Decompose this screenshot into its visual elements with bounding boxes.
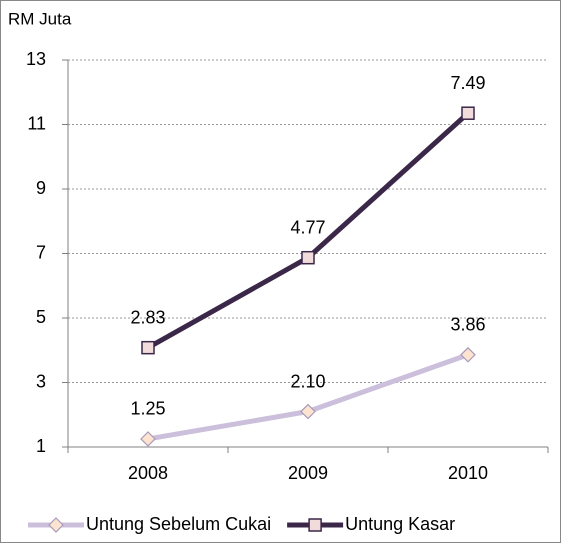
point [140,431,156,447]
point [141,340,155,355]
y-tick-label: 3 [36,371,46,391]
legend-label: Untung Kasar [345,514,455,534]
data-label: 3.86 [450,315,485,335]
data-label: 2.10 [290,371,325,391]
data-label: 2.83 [130,307,165,327]
data-label: 1.25 [130,399,165,419]
y-tick-label: 1 [36,436,46,456]
y-tick-label: 9 [36,178,46,198]
data-label: 4.77 [290,217,325,237]
legend-label: Untung Sebelum Cukai [86,514,271,534]
y-tick-label: 13 [26,49,46,69]
legend-marker [48,517,64,533]
x-tick-label: 2009 [288,463,328,483]
y-tick-label: 7 [36,242,46,262]
point [301,250,315,265]
point [461,106,475,120]
legend-marker [308,518,322,532]
point [300,403,316,420]
y-tick-label: 11 [27,113,46,133]
point [460,346,476,363]
x-tick-label: 2008 [128,463,168,483]
y-tick-label: 5 [36,307,46,327]
data-label: 7.49 [450,73,485,93]
x-tick-label: 2010 [448,463,488,483]
y-axis-label: RM Juta [8,9,72,28]
